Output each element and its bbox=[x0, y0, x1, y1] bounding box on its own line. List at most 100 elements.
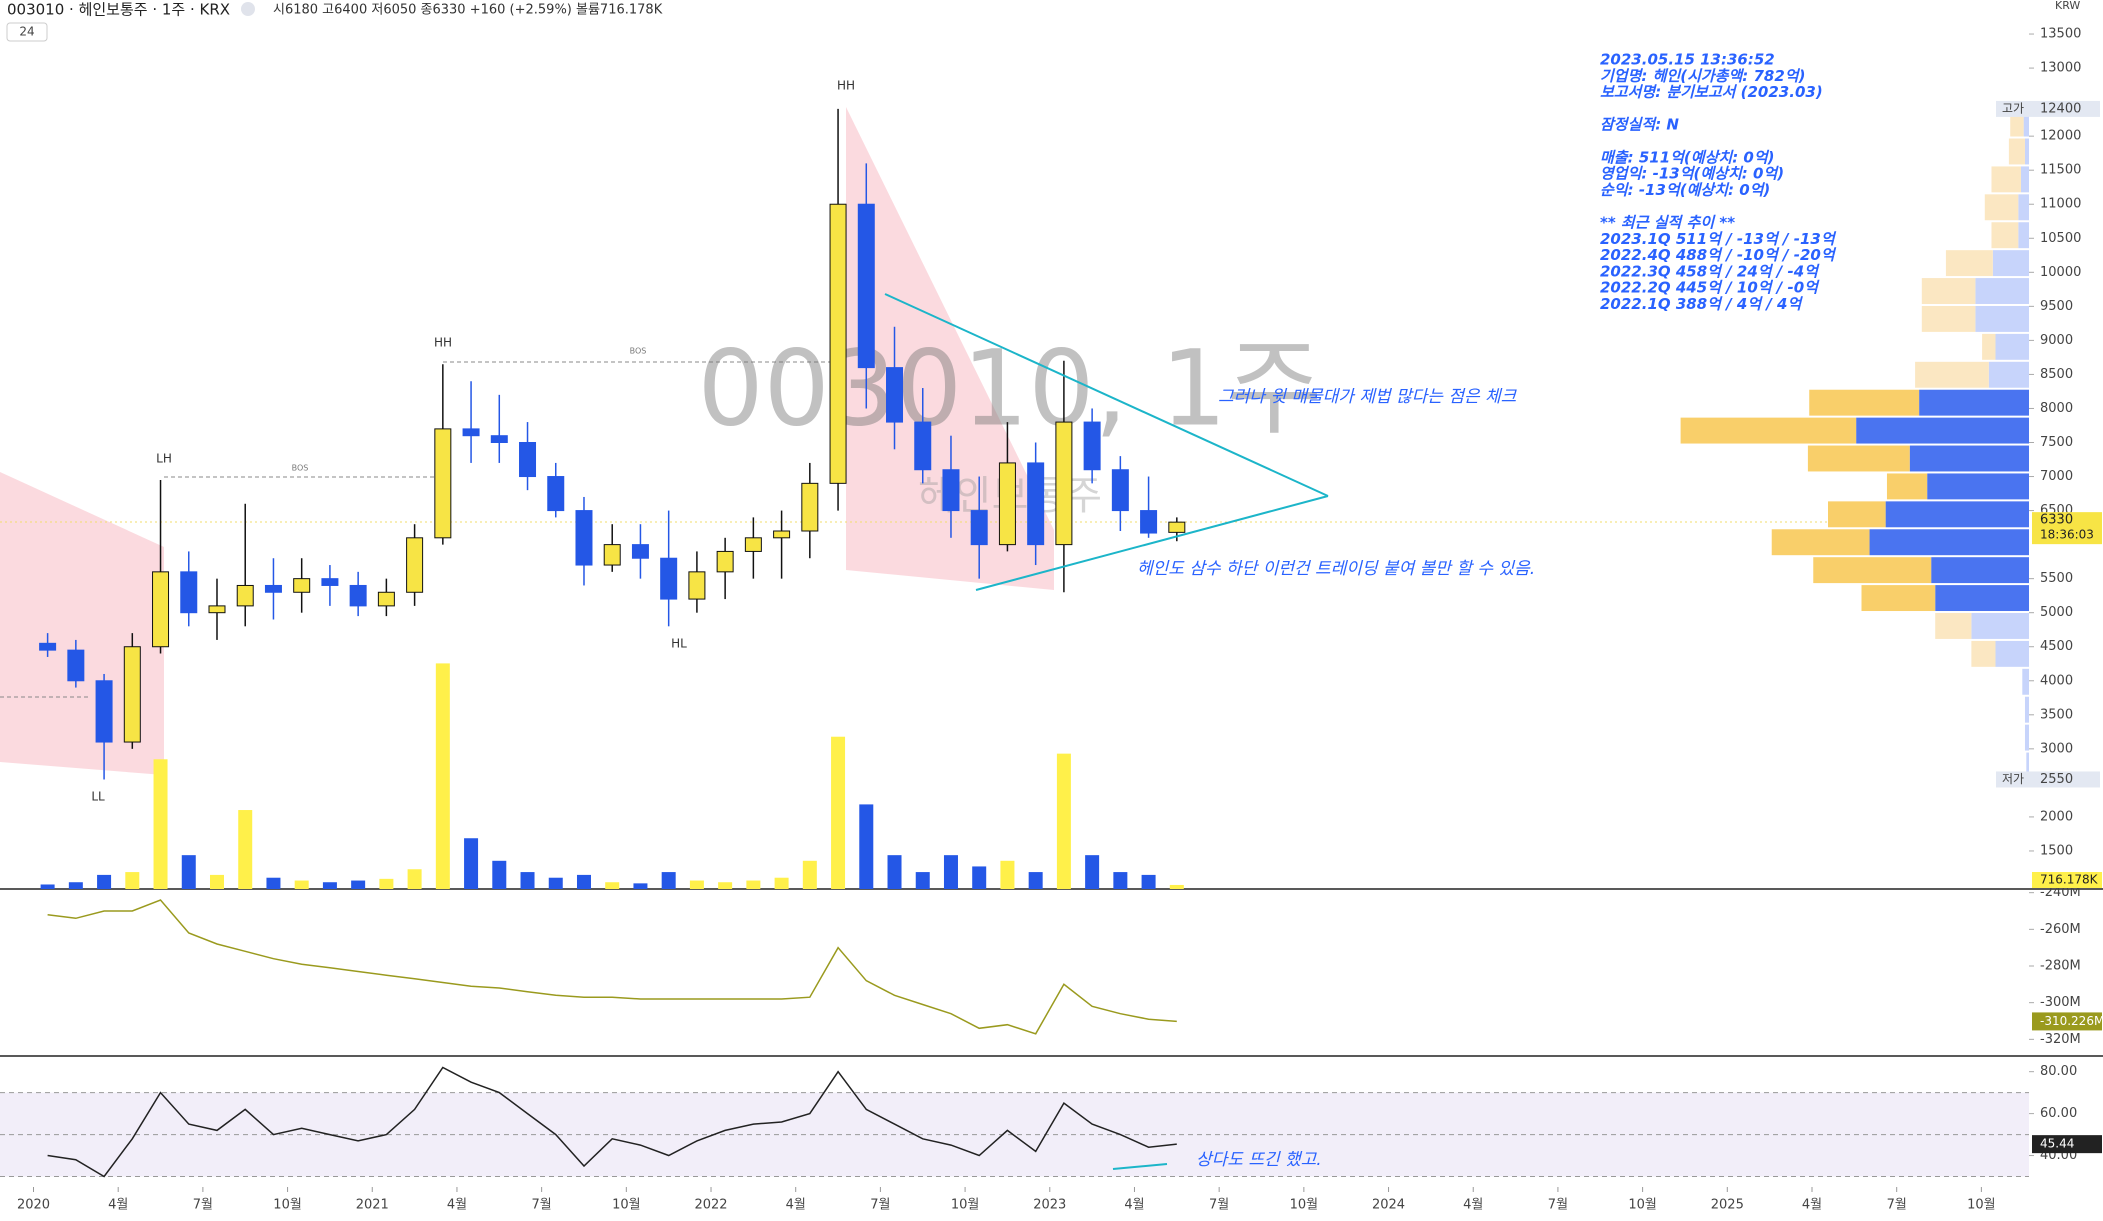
x-tick-label: 10월 bbox=[1290, 1198, 1319, 1213]
x-tick-label: 7월 bbox=[870, 1198, 890, 1213]
info-line: 2023.1Q 511억 / -13억 / -13억 bbox=[1600, 230, 1837, 248]
candle-body bbox=[716, 550, 734, 573]
trend-line bbox=[975, 495, 1329, 591]
x-tick-label: 4월 bbox=[108, 1198, 128, 1213]
candle-body bbox=[801, 482, 819, 532]
interval-badge[interactable] bbox=[6, 22, 48, 42]
profile-down bbox=[1869, 529, 2029, 556]
annotation: 그러나 윗 매물대가 제법 많다는 점은 체크 bbox=[1218, 387, 1518, 407]
volume-bar bbox=[407, 869, 422, 889]
volume-bar bbox=[492, 860, 507, 889]
candle-body bbox=[886, 367, 904, 423]
profile-up bbox=[1886, 473, 1928, 500]
candle-body bbox=[970, 510, 988, 546]
volume-bar bbox=[633, 883, 648, 889]
y-tick-label: 7500 bbox=[2040, 435, 2073, 450]
swing-label: LL bbox=[91, 790, 105, 804]
value-label: -310.226M bbox=[2040, 1014, 2103, 1028]
y-tick-label: 13500 bbox=[2040, 27, 2081, 42]
volume-bar bbox=[548, 877, 563, 889]
candle-body bbox=[39, 642, 57, 651]
x-tick-label: 10월 bbox=[273, 1198, 302, 1213]
rsi-band bbox=[0, 1092, 2029, 1177]
profile-down bbox=[1909, 445, 2029, 472]
profile-up bbox=[1982, 333, 1996, 360]
ohlc-legend: 시6180 고6400 저6050 종6330 +160 (+2.59%) 볼륨… bbox=[273, 3, 663, 18]
candle-body bbox=[377, 591, 395, 607]
x-tick-label: 2023 bbox=[1033, 1198, 1066, 1213]
volume-bar bbox=[1028, 872, 1043, 889]
profile-up bbox=[1828, 501, 1886, 528]
y-tick-label: 5500 bbox=[2040, 571, 2073, 586]
y-tick-label: 3000 bbox=[2040, 741, 2073, 756]
profile-up bbox=[1991, 166, 2021, 193]
x-tick-label: 10월 bbox=[951, 1198, 980, 1213]
candle-body bbox=[942, 469, 960, 512]
price-mark-label: 고가 bbox=[2002, 101, 2024, 115]
collapse-icon[interactable] bbox=[241, 2, 255, 16]
profile-up bbox=[1771, 529, 1870, 556]
info-line: ** 최근 실적 추이 ** bbox=[1600, 214, 1735, 232]
volume-bar bbox=[915, 872, 930, 889]
profile-up bbox=[1921, 305, 1976, 332]
candle-body bbox=[829, 203, 847, 484]
volume-bar bbox=[209, 874, 224, 889]
candle-body bbox=[293, 578, 311, 593]
last-price: 6330 bbox=[2040, 513, 2073, 528]
info-line: 매출: 511억(예상치: 0억) bbox=[1600, 148, 1775, 166]
profile-up bbox=[1809, 389, 1920, 416]
profile-up bbox=[1813, 557, 1932, 584]
profile-down bbox=[2018, 194, 2029, 221]
info-line: 2022.4Q 488억 / -10억 / -20억 bbox=[1600, 246, 1837, 264]
volume-label: 716.178K bbox=[2040, 873, 2099, 887]
profile-down bbox=[1988, 361, 2029, 388]
y-tick-label: 12000 bbox=[2040, 129, 2081, 144]
y-tick-label: 10500 bbox=[2040, 231, 2081, 246]
x-tick-label: 7월 bbox=[1209, 1198, 1229, 1213]
last-price-box bbox=[2032, 512, 2102, 545]
volume-bar bbox=[1169, 884, 1184, 889]
candle-body bbox=[998, 462, 1016, 546]
profile-down bbox=[2018, 222, 2029, 249]
candle-body bbox=[631, 544, 649, 559]
x-tick-label: 10월 bbox=[1967, 1198, 1996, 1213]
profile-up bbox=[1915, 361, 1989, 388]
volume-label-box bbox=[2032, 872, 2102, 888]
price-mark-value: 2550 bbox=[2040, 772, 2073, 787]
info-line: 기업명: 헤인(시가총액: 782억) bbox=[1600, 67, 1805, 85]
profile-down bbox=[2020, 166, 2029, 193]
value-label-box bbox=[2032, 1012, 2102, 1031]
candle-body bbox=[123, 646, 141, 743]
y-tick-label: 11000 bbox=[2040, 197, 2081, 212]
trend-line bbox=[1112, 1163, 1168, 1170]
volume-bar bbox=[718, 882, 733, 889]
x-tick-label: 4월 bbox=[1124, 1198, 1144, 1213]
profile-down bbox=[1975, 305, 2029, 332]
candle-body bbox=[1027, 462, 1045, 546]
profile-up bbox=[1921, 278, 1976, 304]
symbol-title: 003010 · 헤인보통주 · 1주 · KRX bbox=[7, 1, 230, 19]
candle-body bbox=[208, 605, 226, 614]
volume-bar bbox=[1085, 855, 1100, 889]
x-tick-label: 2020 bbox=[17, 1198, 50, 1213]
swing-label: HH bbox=[434, 336, 452, 350]
interval-label: 24 bbox=[19, 25, 34, 39]
candle-body bbox=[773, 530, 791, 539]
candle-body bbox=[95, 680, 113, 743]
volume-bar bbox=[1141, 874, 1156, 889]
candle-body bbox=[660, 557, 678, 600]
annotation: 헤인도 삼수 하단 이런건 트레이딩 붙여 볼만 할 수 있음. bbox=[1137, 559, 1535, 579]
volume-bar bbox=[266, 877, 281, 889]
swing-label: HH bbox=[837, 79, 855, 93]
profile-down bbox=[2023, 110, 2029, 137]
profile-up bbox=[1680, 417, 1857, 444]
candle-body bbox=[406, 537, 424, 593]
x-tick-label: 7월 bbox=[193, 1198, 213, 1213]
volume-bar bbox=[153, 759, 168, 889]
volume-bar bbox=[774, 877, 789, 889]
volume-bar bbox=[351, 880, 366, 889]
swing-label: HL bbox=[671, 637, 687, 651]
candle-body bbox=[914, 421, 932, 471]
volume-bar bbox=[943, 855, 958, 889]
